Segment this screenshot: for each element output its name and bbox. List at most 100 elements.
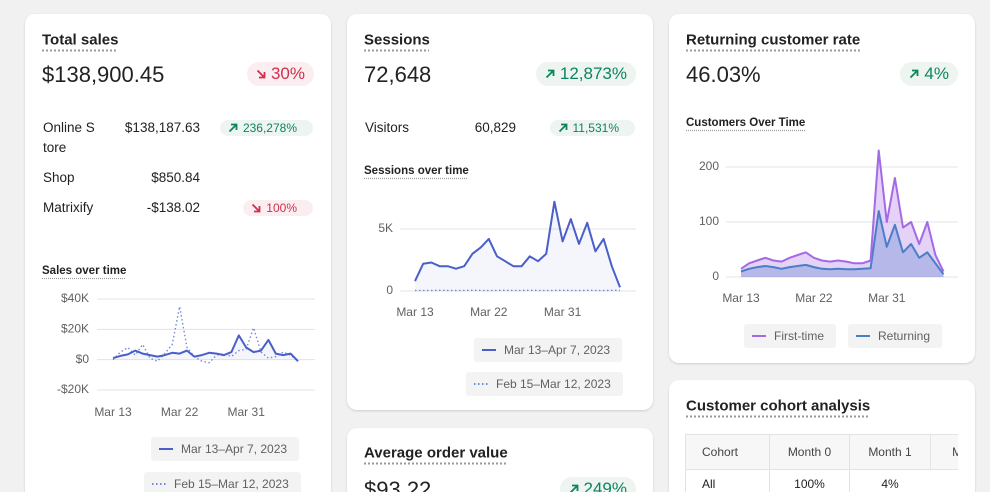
series-line — [112, 334, 299, 362]
card-title: Average order value — [364, 444, 508, 462]
table-header-cell: Mo — [930, 434, 958, 470]
card: Average order value $93.22 249% — [347, 428, 653, 492]
change-value: 236,278% — [242, 121, 297, 135]
row-value: $138,187.63 — [124, 120, 200, 135]
card-title: Returning customer rate — [686, 31, 861, 49]
x-tick-label: Mar 13 — [94, 405, 132, 419]
change-value: 4% — [924, 64, 949, 83]
x-tick-label: Mar 31 — [868, 291, 906, 305]
legend-swatch — [152, 483, 166, 485]
table-header-cell: Month 0 — [769, 434, 849, 470]
change-badge: 100% — [243, 200, 313, 216]
change-value: 30% — [270, 64, 305, 83]
arrow-icon — [545, 69, 555, 79]
arrow-path — [910, 69, 919, 79]
table-cell: All — [685, 470, 769, 492]
arrow-path — [252, 203, 261, 213]
metric-value: 72,648 — [364, 62, 432, 87]
arrow-path — [569, 484, 578, 492]
legend-label: Feb 15–Mar 12, 2023 — [496, 377, 611, 391]
line-chart: $40K $20K $0 -$20K Mar 13 Mar 22 Mar 31 — [57, 291, 315, 419]
legend-item: Mar 13–Apr 7, 2023 — [474, 338, 623, 362]
breakdown-row: Visitors 60,829 11,531% — [365, 118, 635, 138]
change-badge: 249% — [559, 477, 636, 492]
series-area — [741, 211, 944, 277]
y-tick-label: 5K — [378, 221, 393, 235]
x-tick-label: Mar 31 — [544, 305, 582, 319]
legend-label: Mar 13–Apr 7, 2023 — [504, 343, 611, 357]
row-label: Matrixify — [43, 200, 94, 215]
row-value: $850.84 — [151, 170, 200, 185]
table-header-cell: Cohort — [685, 434, 769, 470]
card-title: Sessions — [364, 31, 430, 49]
metric-value: $138,900.45 — [42, 62, 165, 87]
x-tick-label: Mar 22 — [470, 305, 508, 319]
card: Returning customer rate 46.03% 4% Customers… — [669, 14, 975, 363]
series-line — [740, 149, 945, 272]
legend-label: Feb 15–Mar 12, 2023 — [174, 477, 289, 491]
legend-swatch — [159, 448, 173, 450]
legend-label: Returning — [878, 329, 931, 343]
arrow-icon — [558, 123, 567, 133]
series-area — [415, 201, 620, 291]
row-label: Visitors — [365, 120, 410, 135]
arrow-path — [545, 69, 555, 79]
chart-title: Sales over time — [42, 265, 127, 277]
series-line — [112, 305, 299, 364]
card: Customer cohort analysis Cohort Month 0 Mon… — [669, 380, 975, 492]
chart-title: Sessions over time — [364, 165, 469, 177]
legend-swatch — [856, 335, 870, 337]
change-value: 249% — [583, 479, 627, 492]
series-line — [414, 200, 621, 288]
series-area — [113, 335, 298, 362]
y-tick-label: 100 — [699, 214, 719, 228]
breakdown-row: Online Store $138,187.63 236,278% — [43, 118, 313, 158]
arrow-icon — [228, 123, 238, 133]
arrow-icon — [252, 203, 261, 213]
arrow-icon — [256, 69, 266, 79]
legend-label: First-time — [774, 329, 824, 343]
x-tick-label: Mar 31 — [228, 405, 266, 419]
y-tick-label: 0 — [712, 269, 719, 283]
legend-item: First-time — [744, 324, 836, 348]
row-value: -$138.02 — [146, 200, 200, 215]
legend-item: Returning — [848, 324, 943, 348]
x-tick-label: Mar 13 — [396, 305, 434, 319]
card: Total sales $138,900.45 30% Online Store $13… — [25, 14, 331, 492]
card-title: Total sales — [42, 31, 119, 49]
card-title: Customer cohort analysis — [686, 397, 871, 415]
x-tick-label: Mar 22 — [795, 291, 833, 305]
arrow-path — [228, 123, 238, 133]
breakdown: Online Store $138,187.63 236,278% Shop $850.… — [43, 118, 313, 228]
arrow-icon — [910, 69, 919, 79]
x-tick-label: Mar 13 — [722, 291, 760, 305]
y-tick-label: $0 — [76, 352, 90, 366]
metric-value: 46.03% — [686, 62, 761, 87]
change-badge: 11,531% — [549, 120, 635, 136]
change-badge: 12,873% — [535, 62, 636, 86]
y-tick-label: 200 — [699, 159, 719, 173]
breakdown-row: Matrixify -$138.02 100% — [43, 198, 313, 218]
change-value: 11,531% — [572, 121, 619, 135]
row-value: 60,829 — [474, 120, 516, 135]
series-area — [741, 150, 944, 277]
legend-swatch — [752, 335, 766, 337]
breakdown: Visitors 60,829 11,531% — [365, 118, 635, 148]
breakdown-row: Shop $850.84 — [43, 168, 313, 188]
table-header-cell: Month 1 — [849, 434, 930, 470]
arrow-path — [256, 69, 266, 79]
legend-swatch — [474, 383, 488, 385]
y-tick-label: 0 — [386, 283, 393, 297]
card: Sessions 72,648 12,873% Visitors 60,829 11,53… — [347, 14, 653, 410]
legend-item: Feb 15–Mar 12, 2023 — [144, 472, 301, 492]
legend-item: Feb 15–Mar 12, 2023 — [466, 372, 623, 396]
metric-value: $93.22 — [364, 477, 432, 492]
legend-item: Mar 13–Apr 7, 2023 — [151, 437, 300, 461]
change-value: 100% — [266, 201, 297, 215]
table-cell: 100% — [769, 470, 849, 492]
